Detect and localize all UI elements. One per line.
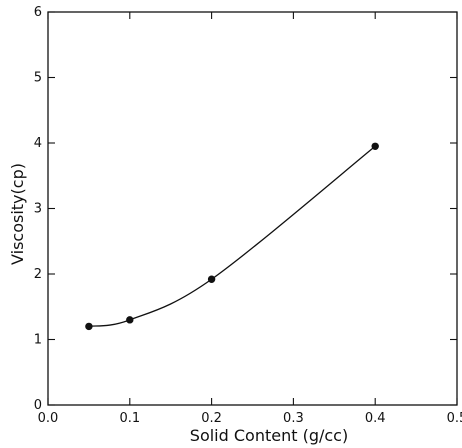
plot-border — [47, 11, 458, 406]
y-tick-label: 6 — [34, 5, 42, 20]
data-point — [371, 142, 379, 150]
data-point — [207, 275, 216, 283]
y-tick-label: 4 — [34, 136, 42, 151]
x-tick-label: 0.0 — [38, 411, 59, 426]
y-tick-label: 5 — [34, 71, 42, 86]
x-axis-ticks: 0.0 0.1 0.2 0.3 0.4 0.5 — [38, 12, 462, 426]
x-axis-label: Solid Content (g/cc) — [190, 426, 348, 445]
series-layer — [85, 142, 379, 331]
data-point — [126, 316, 134, 324]
y-tick-label: 3 — [34, 202, 42, 217]
data-point — [85, 322, 93, 331]
plot-frame — [47, 11, 458, 406]
viscosity-curve — [88, 145, 376, 328]
x-tick-label: 0.1 — [119, 411, 140, 426]
x-tick-label: 0.4 — [365, 411, 386, 426]
y-tick-label: 1 — [34, 333, 42, 348]
x-tick-label: 0.5 — [447, 411, 462, 426]
y-axis-ticks: 0 1 2 3 4 5 6 — [34, 5, 457, 413]
y-tick-label: 2 — [34, 267, 42, 282]
x-tick-label: 0.2 — [201, 411, 222, 426]
y-axis-label: Viscosity(cp) — [8, 163, 27, 265]
y-tick-label: 0 — [34, 398, 42, 413]
x-tick-label: 0.3 — [283, 411, 304, 426]
